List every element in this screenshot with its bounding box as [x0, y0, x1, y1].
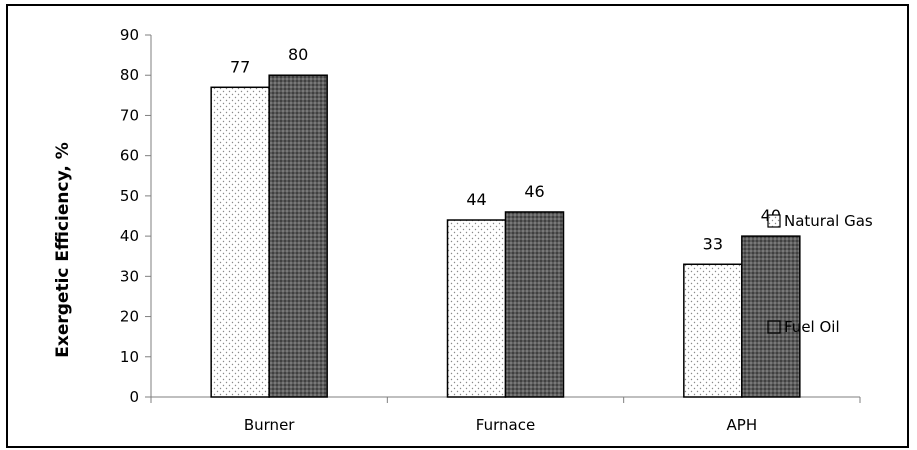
- data-label: 33: [703, 234, 723, 253]
- bar-natural-gas: [684, 264, 742, 397]
- bar-fuel-oil: [269, 75, 327, 397]
- legend-swatch-fuel-oil: [768, 321, 780, 333]
- y-tick-label: 80: [120, 66, 139, 84]
- y-tick-label: 90: [120, 26, 139, 44]
- bar-fuel-oil: [742, 236, 800, 397]
- data-label: 44: [466, 190, 486, 209]
- data-label: 80: [288, 45, 308, 64]
- y-tick-label: 60: [120, 147, 139, 165]
- data-label: 77: [230, 57, 250, 76]
- bar-natural-gas: [211, 87, 269, 397]
- y-tick-label: 50: [120, 187, 139, 205]
- bar-fuel-oil: [506, 212, 564, 397]
- y-tick-label: 20: [120, 308, 139, 326]
- data-label: 46: [524, 182, 544, 201]
- y-tick-label: 10: [120, 348, 139, 366]
- legend-label: Natural Gas: [784, 212, 873, 230]
- y-axis-label: Exergetic Efficiency, %: [53, 142, 73, 358]
- legend-label: Fuel Oil: [784, 318, 840, 336]
- x-category-label: APH: [727, 416, 758, 434]
- bars: Burner7780Furnace4446APH3340: [211, 45, 800, 434]
- legend-swatch-natural-gas: [768, 215, 780, 227]
- x-category-label: Burner: [244, 416, 295, 434]
- x-category-label: Furnace: [476, 416, 535, 434]
- y-tick-label: 0: [129, 388, 139, 406]
- bar-natural-gas: [448, 220, 506, 397]
- y-tick-label: 70: [120, 106, 139, 124]
- y-tick-label: 40: [120, 227, 139, 245]
- y-tick-label: 30: [120, 267, 139, 285]
